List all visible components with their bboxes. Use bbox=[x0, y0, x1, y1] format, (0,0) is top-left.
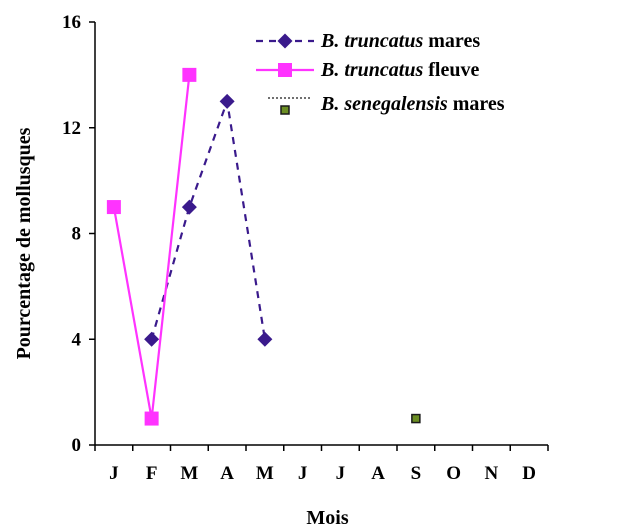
series-0-point-2 bbox=[181, 199, 197, 215]
legend-item-1: B. truncatus fleuve bbox=[256, 59, 479, 81]
x-tick-label-6: J bbox=[336, 463, 346, 484]
x-tick-label-10: N bbox=[485, 463, 499, 484]
y-tick-label-4: 16 bbox=[62, 12, 81, 33]
series-0-point-3 bbox=[219, 93, 235, 109]
x-tick-label-8: S bbox=[411, 463, 422, 484]
x-axis-title: Mois bbox=[306, 507, 348, 529]
legend-marker-2 bbox=[280, 105, 290, 115]
x-tick-label-3: A bbox=[220, 463, 234, 484]
series-0-point-4 bbox=[257, 331, 273, 347]
x-tick-label-1: F bbox=[146, 463, 158, 484]
legend-marker-1 bbox=[278, 63, 292, 77]
y-axis-title: Pourcentage de mollusques bbox=[13, 127, 35, 359]
series-1-point-2 bbox=[182, 67, 197, 82]
y-ticks: 0 4 8 12 16 bbox=[62, 12, 95, 456]
series-1-point-1 bbox=[144, 411, 159, 426]
series-layer bbox=[106, 67, 421, 426]
x-tick-label-2: M bbox=[180, 463, 198, 484]
x-tick-label-11: D bbox=[522, 463, 536, 484]
legend-item-2: B. senegalensis mares bbox=[268, 93, 505, 115]
legend-label-2: B. senegalensis mares bbox=[320, 93, 505, 115]
y-tick-label-1: 4 bbox=[72, 329, 82, 350]
x-tick-label-0: J bbox=[109, 463, 119, 484]
legend-marker-0 bbox=[277, 33, 293, 49]
legend-item-0: B. truncatus mares bbox=[256, 30, 480, 52]
x-tick-label-7: A bbox=[371, 463, 385, 484]
x-tick-label-5: J bbox=[298, 463, 308, 484]
x-tick-label-4: M bbox=[256, 463, 274, 484]
y-tick-label-2: 8 bbox=[72, 224, 82, 245]
x-tick-label-9: O bbox=[446, 463, 461, 484]
y-tick-label-0: 0 bbox=[72, 435, 82, 456]
series-2-point-8 bbox=[411, 413, 421, 424]
series-1-point-0 bbox=[106, 200, 121, 215]
legend: B. truncatus mares B. truncatus fleuve B. … bbox=[256, 30, 505, 115]
series-2 bbox=[411, 413, 421, 424]
series-0 bbox=[144, 93, 273, 347]
axes bbox=[94, 22, 548, 446]
series-0-line bbox=[150, 100, 266, 340]
y-tick-label-3: 12 bbox=[62, 118, 81, 139]
legend-label-1: B. truncatus fleuve bbox=[320, 59, 479, 81]
series-0-point-1 bbox=[144, 331, 160, 347]
series-1 bbox=[106, 67, 197, 426]
legend-label-0: B. truncatus mares bbox=[320, 30, 480, 52]
